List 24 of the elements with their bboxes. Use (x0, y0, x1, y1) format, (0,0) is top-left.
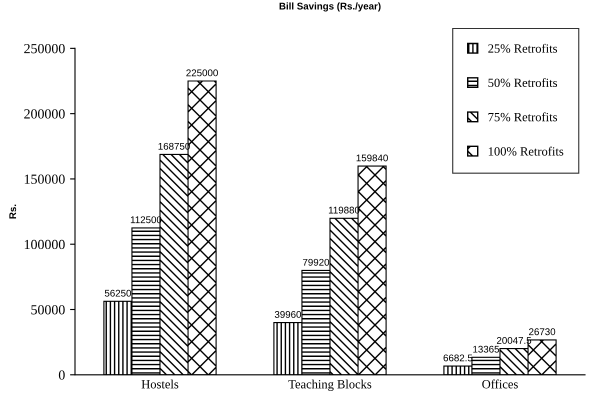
y-tick-label: 0 (58, 370, 65, 380)
data-label: 39960 (274, 311, 302, 318)
y-tick-label: 150000 (24, 174, 65, 184)
data-label: 13365 (473, 346, 500, 353)
data-label: 20047.5 (496, 337, 532, 344)
data-label: 225000 (186, 69, 218, 76)
x-tick-label: Hostels (142, 380, 178, 388)
x-tick-label: Teaching Blocks (288, 380, 372, 392)
chart-title: Bill Savings (Rs./year) (280, 2, 381, 12)
y-tick-label: 200000 (24, 109, 65, 119)
data-label: 26730 (529, 328, 556, 336)
y-tick-label: 50000 (31, 305, 65, 314)
legend-label: 75% Retrofits (488, 112, 558, 122)
legend-label: 50% Retrofits (488, 78, 558, 88)
data-label: 79920 (302, 258, 330, 266)
data-label: 159840 (356, 154, 388, 162)
legend-label: 25% Retrofits (488, 44, 558, 53)
legend-label: 100% Retrofits (488, 146, 564, 156)
data-label: 56250 (104, 290, 132, 297)
y-tick-label: 250000 (24, 44, 65, 54)
y-tick-label: 100000 (24, 240, 65, 250)
x-tick-label: Offices (482, 380, 518, 388)
data-label: 6682.5 (444, 354, 472, 362)
y-axis-title: Rs. (9, 204, 16, 218)
